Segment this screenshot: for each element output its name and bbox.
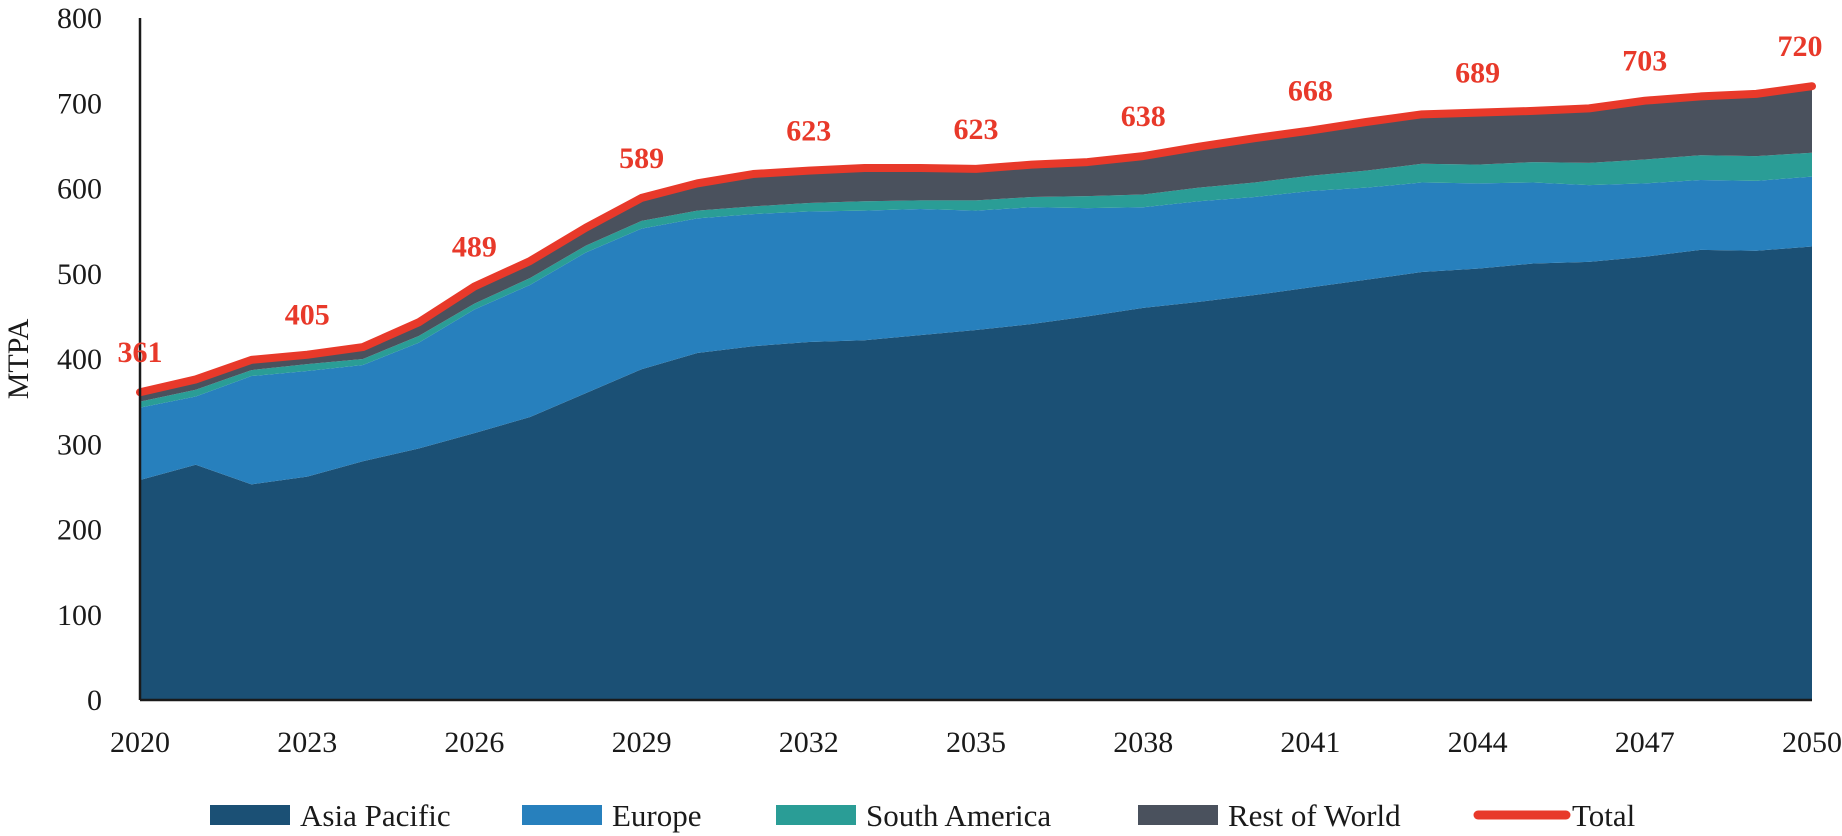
total-data-label: 668 <box>1288 75 1333 108</box>
x-tick-label: 2029 <box>612 726 672 759</box>
x-tick-label: 2023 <box>277 726 337 759</box>
legend: Asia Pacific Europe South America Rest of W… <box>210 798 1635 833</box>
total-line-layer <box>136 82 1816 397</box>
legend-swatch <box>776 805 856 825</box>
total-data-label: 405 <box>285 299 330 332</box>
total-data-label: 703 <box>1622 45 1667 78</box>
total-data-labels: 361 405 489 589 623 623 638 668 689 703 720 <box>118 30 1823 369</box>
legend-swatch <box>1138 805 1218 825</box>
total-data-label: 720 <box>1778 30 1823 63</box>
legend-label: Total <box>1572 798 1635 833</box>
x-tick-label: 2044 <box>1448 726 1508 759</box>
y-tick-label: 600 <box>57 173 102 206</box>
x-tick-label: 2047 <box>1615 726 1675 759</box>
x-tick-label: 2050 <box>1782 726 1842 759</box>
total-data-label: 623 <box>786 115 831 148</box>
total-data-label: 638 <box>1121 100 1166 133</box>
x-tick-label: 2038 <box>1113 726 1173 759</box>
legend-label: South America <box>866 798 1051 833</box>
total-line <box>136 82 1816 397</box>
y-tick-label: 800 <box>57 2 102 35</box>
legend-swatch <box>210 805 290 825</box>
total-data-label: 489 <box>452 231 497 264</box>
axes <box>138 18 1812 702</box>
legend-swatch <box>522 805 602 825</box>
total-data-label: 361 <box>118 336 163 369</box>
total-data-label: 689 <box>1455 57 1500 90</box>
total-data-label: 589 <box>619 142 664 175</box>
legend-label: Europe <box>612 798 702 833</box>
x-tick-label: 2041 <box>1280 726 1340 759</box>
legend-label: Asia Pacific <box>300 798 451 833</box>
y-tick-label: 200 <box>57 514 102 547</box>
area-south-america <box>140 152 1812 408</box>
y-axis-label: MTPA <box>2 318 35 399</box>
y-tick-label: 700 <box>57 87 102 120</box>
y-tick-label: 0 <box>87 684 102 717</box>
x-axis-ticks: 2020 2023 2026 2029 2032 2035 2038 2041 2044 2047… <box>110 726 1842 759</box>
total-data-label: 623 <box>954 113 999 146</box>
y-axis-ticks: 0 100 200 300 400 500 600 700 800 <box>57 2 102 717</box>
x-tick-label: 2035 <box>946 726 1006 759</box>
area-rest-of-world <box>140 86 1812 402</box>
area-asia-pacific <box>140 246 1812 700</box>
legend-label: Rest of World <box>1228 798 1401 833</box>
y-tick-label: 500 <box>57 258 102 291</box>
area-europe <box>140 176 1812 485</box>
x-tick-label: 2020 <box>110 726 170 759</box>
x-tick-label: 2032 <box>779 726 839 759</box>
area-layers <box>140 86 1812 700</box>
y-tick-label: 300 <box>57 428 102 461</box>
x-tick-label: 2026 <box>444 726 504 759</box>
y-tick-label: 100 <box>57 599 102 632</box>
y-tick-label: 400 <box>57 343 102 376</box>
